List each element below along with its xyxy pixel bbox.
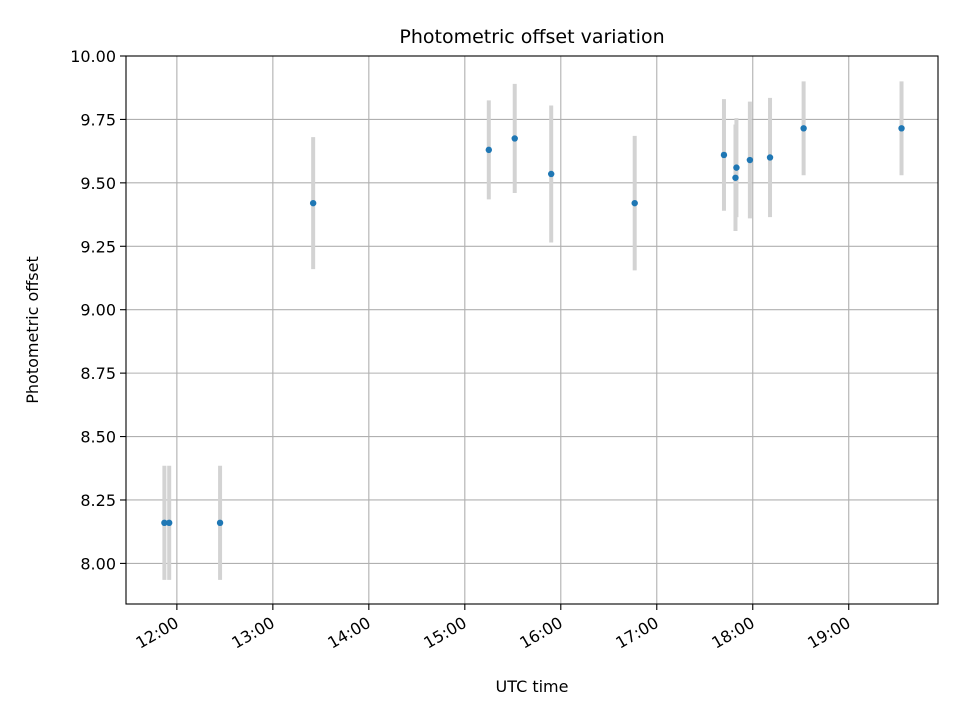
x-axis-label: UTC time — [496, 677, 569, 696]
data-point — [485, 146, 493, 154]
y-tick-label: 8.00 — [80, 554, 116, 573]
data-point — [766, 154, 774, 161]
data-point — [631, 199, 638, 207]
y-tick-label: 8.50 — [80, 428, 116, 447]
y-tick-label: 8.75 — [80, 364, 116, 383]
y-tick-label: 9.25 — [80, 237, 116, 256]
data-point — [800, 125, 807, 132]
data-point — [309, 199, 317, 207]
plot-frame — [125, 55, 939, 605]
y-tick-label: 8.25 — [80, 491, 116, 510]
y-tick-label: 9.00 — [80, 301, 116, 320]
y-tick-label: 9.75 — [80, 110, 116, 129]
x-tick-label: 18:00 — [708, 613, 757, 653]
y-tick-label: 10.00 — [70, 47, 116, 66]
data-point — [161, 519, 168, 527]
data-point — [898, 125, 905, 132]
error-bars — [162, 81, 904, 580]
data-point — [732, 174, 739, 181]
grid — [126, 55, 938, 604]
data-point — [720, 151, 728, 159]
x-tick-label: 19:00 — [804, 613, 853, 653]
x-tick-label: 16:00 — [516, 613, 565, 653]
x-tick-label: 13:00 — [228, 613, 277, 653]
x-tick-label: 17:00 — [612, 613, 661, 653]
y-axis-label: Photometric offset — [23, 256, 42, 404]
x-tick-label: 14:00 — [324, 613, 373, 653]
data-point — [547, 170, 555, 178]
data-point — [746, 156, 754, 164]
data-point — [511, 135, 518, 142]
data-point — [733, 164, 740, 171]
data-point — [216, 519, 224, 527]
x-tick-label: 12:00 — [132, 613, 181, 653]
data-point — [165, 519, 173, 527]
data-points — [161, 125, 905, 527]
x-tick-label: 15:00 — [420, 613, 469, 653]
chart-title: Photometric offset variation — [399, 26, 664, 48]
y-tick-label: 9.50 — [80, 174, 116, 193]
